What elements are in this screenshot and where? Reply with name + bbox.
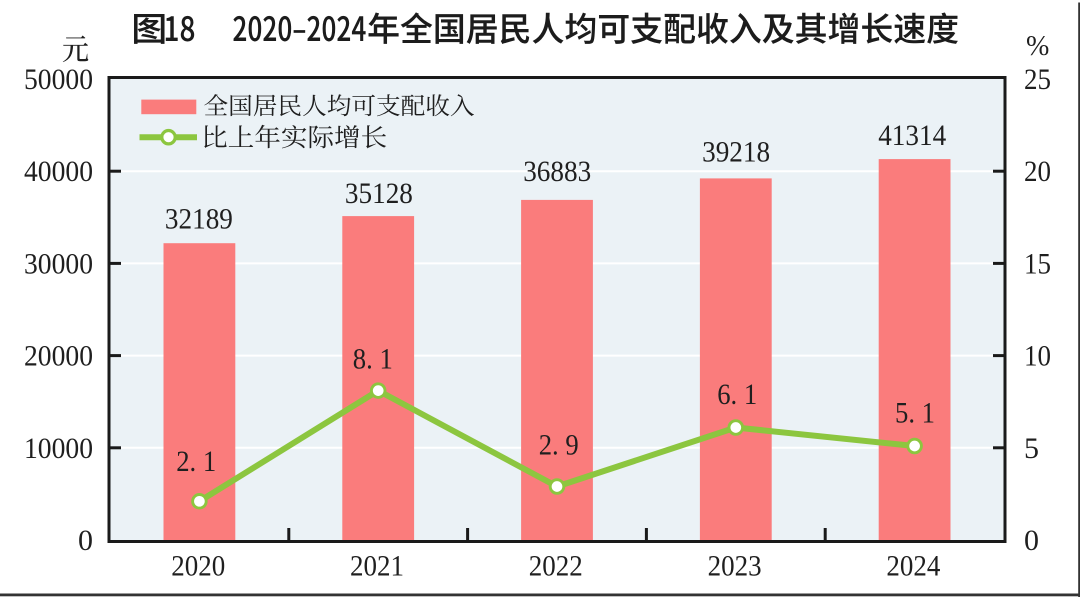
svg-text:2. 9: 2. 9 bbox=[539, 429, 579, 462]
svg-text:6. 1: 6. 1 bbox=[717, 378, 757, 411]
svg-text:0: 0 bbox=[78, 524, 93, 557]
svg-text:30000: 30000 bbox=[24, 247, 93, 280]
svg-text:20000: 20000 bbox=[24, 340, 93, 373]
svg-text:15: 15 bbox=[1024, 247, 1051, 280]
svg-text:2021: 2021 bbox=[350, 549, 404, 582]
svg-text:40000: 40000 bbox=[24, 155, 93, 188]
svg-text:50000: 50000 bbox=[24, 63, 93, 96]
svg-text:2022: 2022 bbox=[529, 549, 583, 582]
svg-text:2023: 2023 bbox=[708, 549, 762, 582]
svg-text:41314: 41314 bbox=[878, 119, 946, 152]
svg-text:5: 5 bbox=[1024, 432, 1039, 465]
svg-text:2. 1: 2. 1 bbox=[176, 445, 216, 478]
svg-text:39218: 39218 bbox=[702, 135, 770, 168]
svg-text:32189: 32189 bbox=[165, 202, 233, 235]
svg-text:0: 0 bbox=[1024, 524, 1039, 557]
svg-text:2024: 2024 bbox=[886, 549, 940, 582]
svg-text:20: 20 bbox=[1024, 155, 1051, 188]
svg-text:36883: 36883 bbox=[523, 155, 591, 188]
svg-text:5. 1: 5. 1 bbox=[895, 396, 935, 429]
svg-text:10: 10 bbox=[1024, 340, 1051, 373]
svg-text:25: 25 bbox=[1024, 63, 1051, 96]
svg-text:35128: 35128 bbox=[345, 177, 413, 210]
svg-text:10000: 10000 bbox=[24, 432, 93, 465]
svg-text:2020: 2020 bbox=[171, 549, 225, 582]
svg-text:%: % bbox=[1026, 31, 1049, 62]
svg-text:8. 1: 8. 1 bbox=[353, 343, 393, 376]
